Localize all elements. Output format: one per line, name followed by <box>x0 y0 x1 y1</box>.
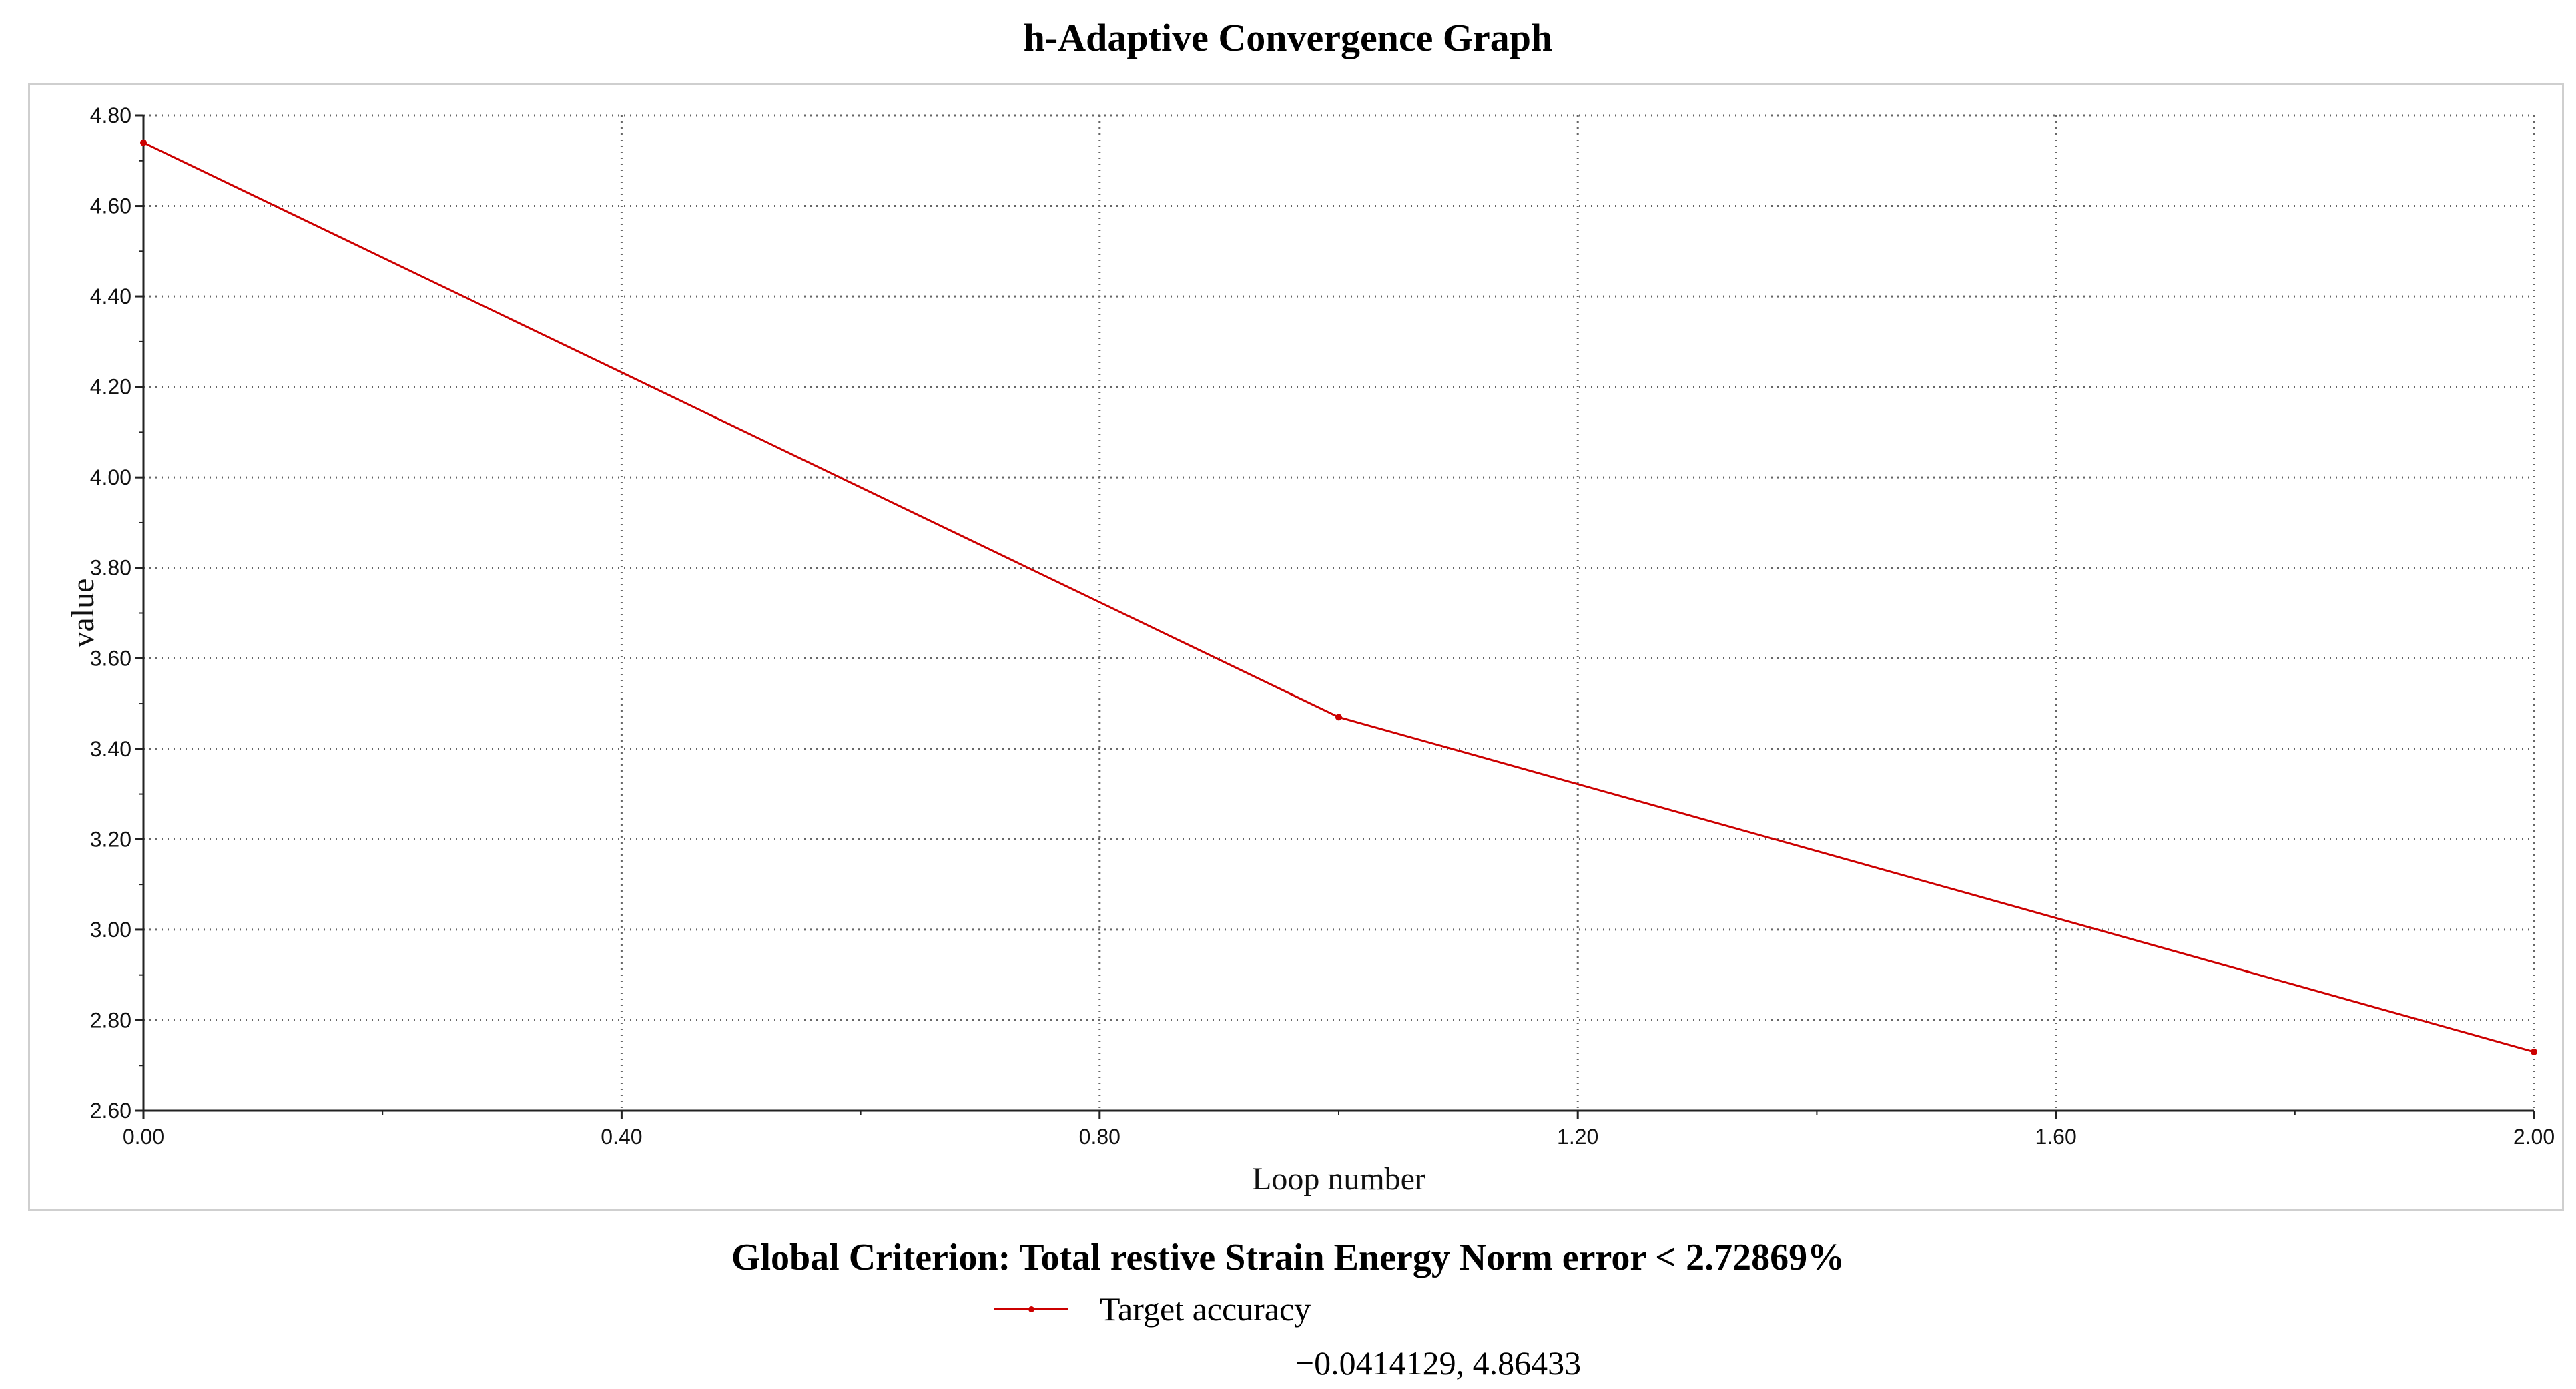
y-axis-label: value <box>65 579 101 648</box>
x-tick-label-0: 0.00 <box>123 1125 164 1149</box>
y-tick-label-2: 3.00 <box>90 918 131 942</box>
legend-line-icon <box>994 1296 1068 1322</box>
y-tick-label-3: 3.20 <box>90 827 131 851</box>
data-point-0-2 <box>2531 1048 2537 1055</box>
data-series <box>140 139 2537 1055</box>
y-tick-label-9: 4.40 <box>90 284 131 308</box>
x-axis-label: Loop number <box>1252 1161 1425 1197</box>
x-tick-label-4: 1.60 <box>2035 1125 2076 1149</box>
y-tick-label-7: 4.00 <box>90 465 131 489</box>
legend: Target accuracy <box>994 1287 1311 1331</box>
coordinate-readout: −0.0414129, 4.86433 <box>1295 1344 1582 1382</box>
global-criterion-text: Global Criterion: Total restive Strain E… <box>731 1237 1845 1278</box>
axes <box>135 114 2535 1119</box>
x-tick-label-5: 2.00 <box>2513 1125 2555 1149</box>
x-tick-label-3: 1.20 <box>1557 1125 1598 1149</box>
chart-frame[interactable]: 2.60 2.80 3.00 3.20 3.40 3.60 3.80 4.00 4.20 4.40… <box>28 83 2564 1211</box>
y-tick-label-4: 3.40 <box>90 737 131 761</box>
y-tick-label-10: 4.60 <box>90 194 131 218</box>
tick-labels: 2.60 2.80 3.00 3.20 3.40 3.60 3.80 4.00 4.20 4.40… <box>90 103 2555 1149</box>
y-tick-label-0: 2.60 <box>90 1099 131 1123</box>
data-point-0-1 <box>1335 714 1342 721</box>
y-tick-label-6: 3.80 <box>90 556 131 580</box>
y-tick-label-11: 4.80 <box>90 103 131 127</box>
y-tick-label-1: 2.80 <box>90 1008 131 1032</box>
series-line-0 <box>143 142 2535 1053</box>
grid-lines <box>143 114 2535 1111</box>
data-point-0-0 <box>140 139 147 146</box>
x-tick-label-1: 0.40 <box>601 1125 642 1149</box>
x-tick-label-2: 0.80 <box>1079 1125 1120 1149</box>
line-chart[interactable]: 2.60 2.80 3.00 3.20 3.40 3.60 3.80 4.00 4.20 4.40… <box>30 85 2562 1209</box>
legend-label: Target accuracy <box>1100 1290 1311 1328</box>
y-tick-label-8: 4.20 <box>90 375 131 399</box>
chart-title: h-Adaptive Convergence Graph <box>1023 16 1553 59</box>
y-tick-label-5: 3.60 <box>90 646 131 670</box>
